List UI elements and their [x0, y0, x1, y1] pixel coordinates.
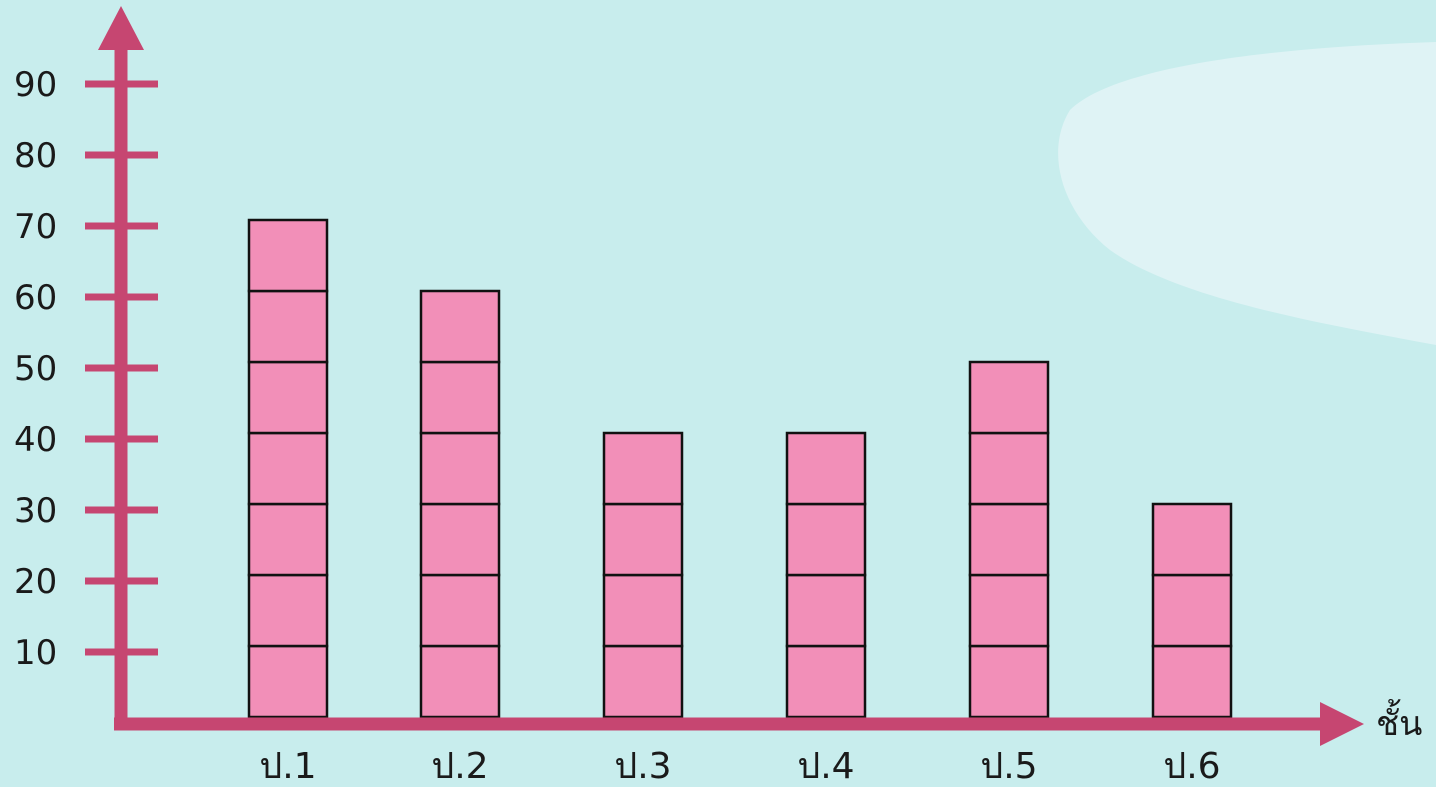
bars-layer	[247, 218, 1233, 719]
bar-block	[785, 573, 867, 648]
bar-block	[1151, 644, 1233, 719]
bar	[1151, 502, 1233, 719]
bar-block	[785, 431, 867, 506]
bar-block	[602, 573, 684, 648]
category-label: ป.3	[614, 746, 671, 787]
bar-block	[785, 644, 867, 719]
y-tick-label: 70	[14, 207, 57, 247]
bar-block	[968, 644, 1050, 719]
y-tick-label: 20	[14, 562, 57, 602]
bar-block	[419, 644, 501, 719]
bar-block	[602, 644, 684, 719]
bar	[968, 360, 1050, 719]
bar-block	[419, 289, 501, 364]
bar-block	[968, 360, 1050, 435]
bar-block	[247, 289, 329, 364]
bar-block	[247, 218, 329, 293]
background-cloud	[1058, 42, 1436, 345]
y-tick-label: 50	[14, 349, 57, 389]
category-label: ป.1	[259, 746, 316, 787]
bar-block	[785, 502, 867, 577]
category-label: ป.2	[431, 746, 488, 787]
category-label: ป.6	[1163, 746, 1220, 787]
ticks-layer: 10 20 30 40 50 60 70 80 90	[14, 65, 158, 673]
y-tick-label: 60	[14, 278, 57, 318]
category-label: ป.4	[797, 746, 854, 787]
bar-block	[419, 573, 501, 648]
bar-block	[247, 644, 329, 719]
x-axis-title: ชั้น	[1376, 699, 1422, 744]
bar-block	[1151, 573, 1233, 648]
x-axis-arrow	[1320, 702, 1364, 746]
bar	[602, 431, 684, 719]
bar-block	[247, 360, 329, 435]
bar-block	[247, 502, 329, 577]
category-label: ป.5	[980, 746, 1037, 787]
bar	[785, 431, 867, 719]
bar-block	[968, 502, 1050, 577]
y-tick-label: 90	[14, 65, 57, 105]
bar	[247, 218, 329, 719]
bar-block	[419, 502, 501, 577]
y-axis-arrow	[98, 6, 144, 50]
category-labels: ป.1 ป.2 ป.3 ป.4 ป.5 ป.6	[259, 746, 1220, 787]
bar	[419, 289, 501, 719]
bar-block	[602, 431, 684, 506]
bar-block	[419, 431, 501, 506]
bar-block	[419, 360, 501, 435]
y-tick-label: 80	[14, 136, 57, 176]
y-tick-label: 10	[14, 633, 57, 673]
y-tick-label: 30	[14, 491, 57, 531]
y-tick-label: 40	[14, 420, 57, 460]
bar-block	[602, 502, 684, 577]
bar-block	[968, 431, 1050, 506]
bar-block	[247, 573, 329, 648]
bar-block	[1151, 502, 1233, 577]
bar-block	[968, 573, 1050, 648]
bar-block	[247, 431, 329, 506]
